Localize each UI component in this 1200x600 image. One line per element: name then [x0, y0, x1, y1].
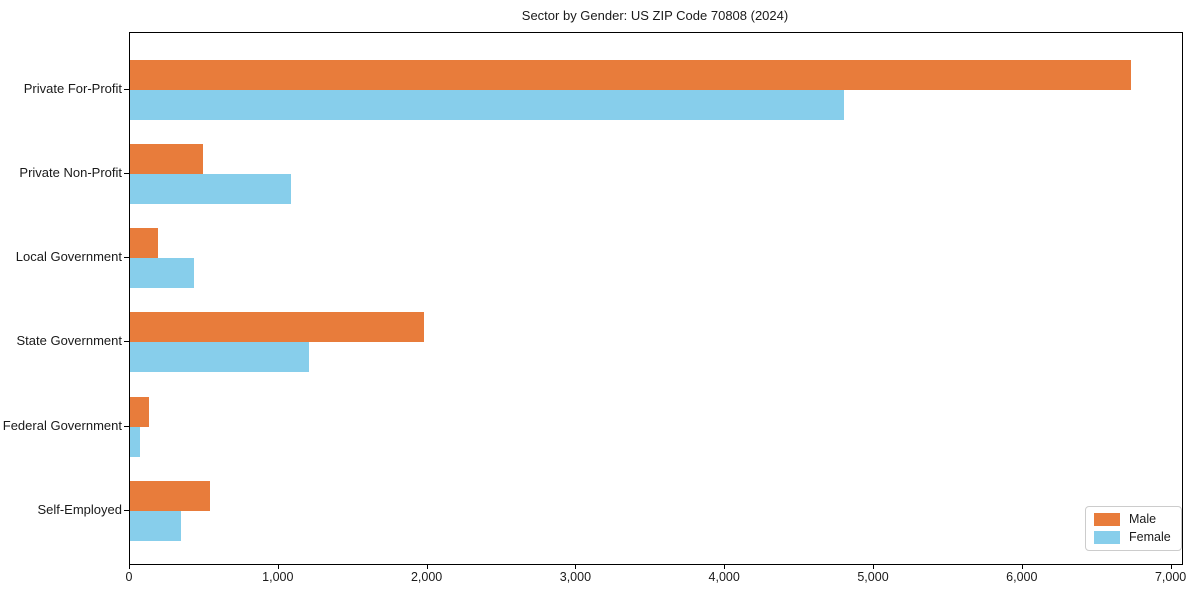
chart-title: Sector by Gender: US ZIP Code 70808 (202… — [521, 8, 789, 23]
bar-female-federal-government — [130, 426, 140, 457]
x-tick-label-2000: 2,000 — [410, 570, 443, 584]
legend-entry-female: Female — [1094, 530, 1171, 544]
x-tick-7000 — [1170, 564, 1172, 569]
bar-male-local-government — [130, 228, 158, 259]
y-tick-state-government — [124, 341, 129, 343]
x-tick-label-6000: 6,000 — [1006, 570, 1038, 584]
x-tick-5000 — [873, 564, 874, 569]
legend: Male Female — [1085, 506, 1182, 551]
x-tick-0 — [129, 564, 130, 569]
x-tick-label-5000: 5,000 — [857, 570, 889, 584]
x-tick-1000 — [277, 564, 279, 569]
bar-male-federal-government — [130, 396, 150, 427]
bar-female-local-government — [130, 258, 194, 289]
bar-male-self-employed — [130, 480, 210, 511]
y-axis-label-local-government: Local Government — [15, 249, 122, 265]
y-tick-federal-government — [124, 425, 129, 427]
bar-male-private-for-profit — [130, 60, 1132, 91]
legend-swatch-male-icon — [1094, 512, 1120, 526]
bar-female-private-non-profit — [130, 174, 291, 205]
y-axis-label-federal-government: Federal Government — [2, 417, 122, 433]
bar-female-self-employed — [130, 510, 182, 541]
legend-entry-male: Male — [1094, 512, 1171, 526]
legend-swatch-female-icon — [1094, 530, 1120, 544]
x-tick-3000 — [575, 564, 577, 569]
legend-label-female: Female — [1129, 530, 1171, 544]
y-tick-private-non-profit — [124, 173, 129, 175]
x-tick-label-0: 0 — [125, 570, 133, 584]
bar-female-state-government — [130, 342, 309, 373]
y-axis-label-private-for-profit: Private For-Profit — [23, 81, 122, 97]
legend-label-male: Male — [1129, 512, 1157, 526]
x-tick-label-3000: 3,000 — [559, 570, 592, 584]
bar-female-private-for-profit — [130, 90, 845, 121]
plot-area: Male Female — [129, 32, 1183, 565]
x-tick-2000 — [426, 564, 428, 569]
y-tick-self-employed — [124, 509, 129, 511]
x-tick-label-7000: 7,000 — [1154, 570, 1187, 584]
y-tick-local-government — [124, 257, 129, 259]
x-tick-4000 — [724, 564, 726, 569]
x-tick-label-1000: 1,000 — [262, 570, 294, 584]
y-axis-label-self-employed: Self-Employed — [37, 501, 122, 517]
y-tick-private-for-profit — [124, 89, 129, 91]
x-tick-label-4000: 4,000 — [708, 570, 740, 584]
bar-male-private-non-profit — [130, 144, 203, 175]
y-axis-label-state-government: State Government — [16, 333, 123, 349]
bar-male-state-government — [130, 312, 424, 343]
x-tick-6000 — [1021, 564, 1023, 569]
y-axis-label-private-non-profit: Private Non-Profit — [19, 165, 122, 181]
